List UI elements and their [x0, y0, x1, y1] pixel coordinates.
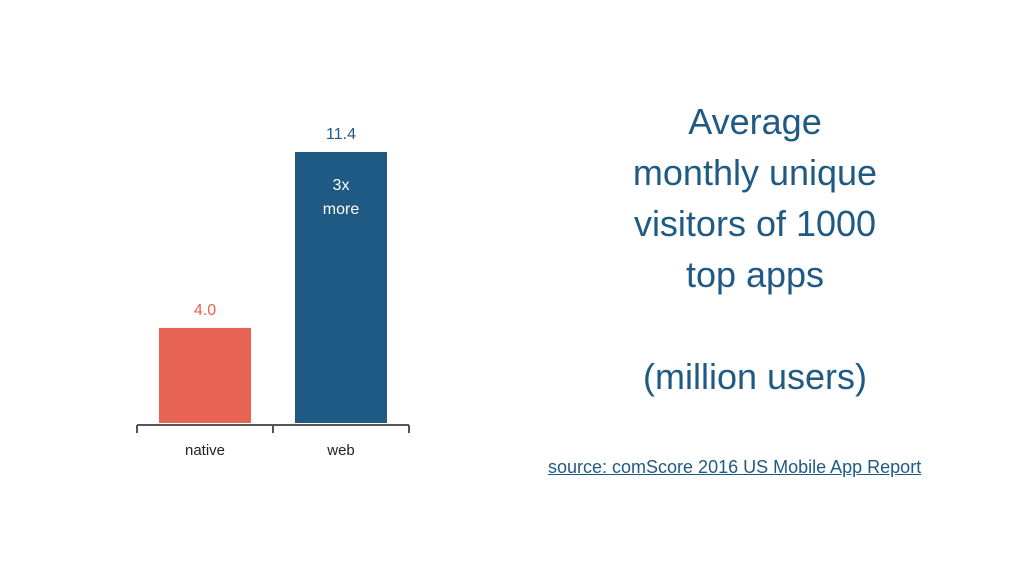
- category-label-native: native: [185, 442, 225, 459]
- title-line: Average: [688, 101, 822, 142]
- bar-annotation: more: [323, 201, 360, 218]
- title-line: monthly unique: [632, 152, 878, 193]
- title-spacer: [585, 300, 925, 351]
- value-label-native: 4.0: [194, 302, 216, 319]
- category-label-web: web: [326, 442, 355, 459]
- title-line: top apps: [685, 254, 825, 295]
- units-label: (million users): [642, 356, 868, 397]
- chart-title: Average monthly unique visitors of 1000 …: [585, 96, 925, 402]
- bar-native: [159, 327, 251, 423]
- value-label-web: 11.4: [326, 126, 356, 143]
- source-link[interactable]: source: comScore 2016 US Mobile App Repo…: [548, 457, 922, 477]
- bar-web: [295, 152, 387, 423]
- bar-annotation: 3x: [333, 177, 350, 194]
- title-line: visitors of 1000: [633, 203, 877, 244]
